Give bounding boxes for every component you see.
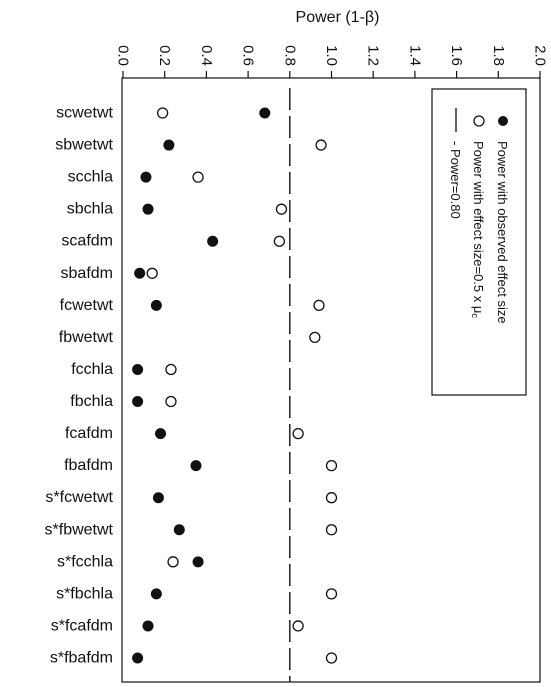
data-points (132, 107, 338, 664)
point-observed-effect (134, 267, 146, 279)
category-label: fbafdm (64, 457, 113, 474)
legend-label: Power with effect size=0.5 x μc (470, 141, 487, 318)
category-label: fbwetwt (59, 329, 114, 346)
point-observed-effect (173, 524, 185, 536)
x-tick-label: 0.2 (156, 45, 173, 66)
x-tick-label: 0.6 (240, 45, 257, 66)
x-tick-label: 1.8 (490, 45, 507, 66)
x-tick-label: 1.4 (406, 45, 423, 66)
x-tick-label: 0.4 (198, 45, 215, 66)
point-observed-effect (192, 556, 204, 568)
category-label: s*fbwetwt (45, 521, 114, 538)
x-tick-label: 1.2 (365, 45, 382, 66)
point-half-effect (313, 299, 325, 312)
category-label: scafdm (61, 233, 113, 250)
point-half-effect (165, 395, 177, 408)
category-label: s*fcchla (57, 553, 113, 570)
category-labels: scwetwt sbwetwt scchla sbchla scafdm sbafdm fc… (45, 105, 114, 667)
point-half-effect (325, 652, 338, 664)
category-label: s*fbafdm (50, 650, 113, 667)
point-half-effect (309, 331, 321, 344)
point-half-effect (192, 171, 204, 183)
point-half-effect (325, 492, 338, 504)
point-half-effect (292, 427, 304, 440)
x-tick-label: 0.0 (115, 45, 132, 66)
point-observed-effect (259, 107, 271, 119)
x-axis-label: Power (1-β) (296, 9, 380, 26)
x-tick-label: 1.0 (323, 45, 340, 66)
category-label: fbchla (70, 393, 113, 410)
category-label: scchla (68, 169, 113, 186)
point-half-effect (167, 556, 179, 568)
x-tick-label: 1.6 (448, 45, 465, 66)
category-label: s*fcwetwt (45, 489, 113, 506)
legend-label: - Power=0.80 (449, 141, 464, 219)
point-observed-effect (140, 171, 152, 183)
point-observed-effect (132, 652, 144, 664)
x-axis-ticks: 0.0 0.2 0.4 0.6 0.8 1.0 1.2 1.4 1.6 1.8 2.0 (115, 45, 549, 78)
point-observed-effect (155, 428, 167, 440)
point-half-effect (325, 459, 338, 472)
category-label: fcchla (71, 361, 113, 378)
point-observed-effect (150, 588, 162, 600)
category-label: s*fbchla (56, 585, 113, 602)
category-label: sbafdm (61, 265, 113, 282)
point-half-effect (146, 267, 158, 279)
legend-symbol-half-effect (473, 115, 485, 127)
legend-box (431, 88, 527, 396)
x-axis-title: Power (1-β) (296, 9, 380, 26)
point-observed-effect (132, 363, 144, 375)
category-label: scwetwt (56, 105, 113, 122)
category-label: fcafdm (65, 425, 113, 442)
point-observed-effect (207, 235, 219, 247)
legend-label: Power with observed effect size (496, 141, 511, 324)
point-half-effect (165, 363, 177, 376)
point-half-effect (275, 203, 288, 215)
legend-symbol-observed (498, 116, 508, 126)
plot-frame (121, 77, 541, 683)
point-half-effect (325, 588, 338, 600)
point-half-effect (325, 524, 338, 536)
point-half-effect (273, 235, 286, 247)
point-observed-effect (152, 492, 164, 504)
category-label: sbwetwt (55, 137, 113, 154)
x-tick-label: 0.8 (281, 45, 298, 66)
point-observed-effect (142, 620, 154, 632)
point-half-effect (292, 620, 304, 632)
x-tick-label: 2.0 (532, 45, 549, 66)
point-observed-effect (132, 396, 144, 408)
category-label: fcwetwt (60, 297, 114, 314)
point-observed-effect (142, 203, 154, 215)
category-label: s*fcafdm (51, 617, 113, 634)
point-observed-effect (150, 299, 162, 311)
point-observed-effect (190, 460, 202, 472)
legend: Power with observed effect size Power wit… (431, 88, 527, 396)
point-observed-effect (163, 139, 175, 151)
point-half-effect (315, 139, 327, 151)
category-label: sbchla (67, 201, 113, 218)
point-half-effect (156, 107, 169, 119)
